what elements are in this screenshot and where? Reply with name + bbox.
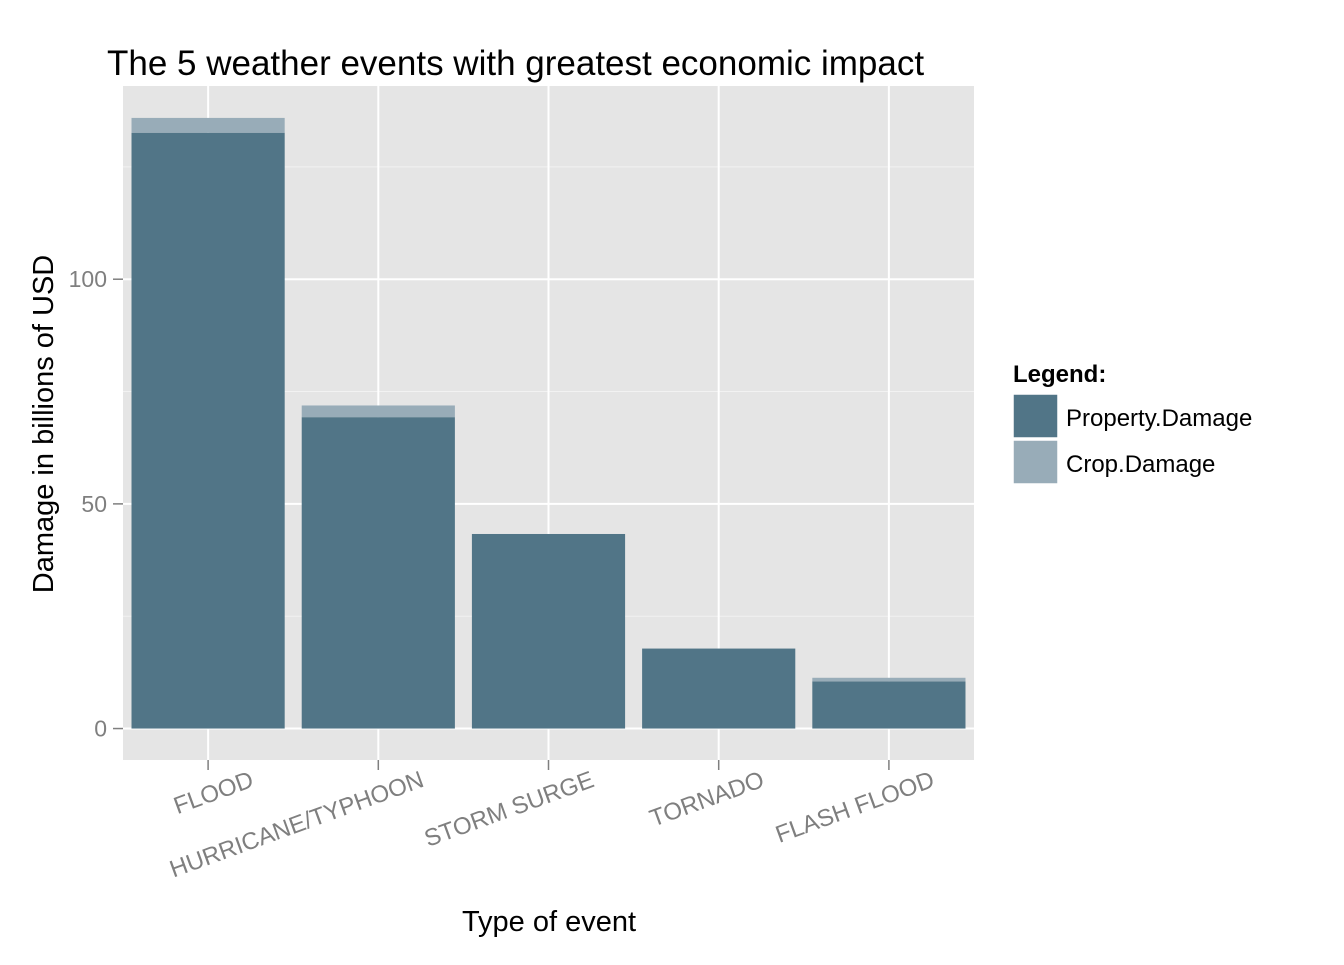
x-tick-label: STORM SURGE: [421, 766, 598, 852]
x-tick-label: FLASH FLOOD: [772, 766, 938, 848]
legend-label-property-damage: Property.Damage: [1066, 405, 1252, 432]
x-tick-label: TORNADO: [646, 766, 768, 832]
y-axis-title: Damage in billions of USD: [28, 255, 60, 593]
bar-crop-damage-0: [131, 117, 285, 133]
y-tick-label: 0: [94, 716, 107, 742]
bar-property-damage-1: [301, 417, 455, 729]
bar-property-damage-3: [642, 648, 796, 729]
bar-property-damage-4: [812, 681, 966, 729]
x-axis-title: Type of event: [462, 906, 636, 938]
bar-crop-damage-1: [301, 405, 455, 418]
legend: Legend: Property.Damage Crop.Damage: [1012, 361, 1252, 485]
chart-title: The 5 weather events with greatest econo…: [107, 44, 924, 83]
legend-key-property-damage: [1012, 393, 1059, 439]
legend-label-crop-damage: Crop.Damage: [1066, 451, 1215, 478]
legend-key-crop-damage: [1012, 439, 1059, 485]
bars-group: [131, 117, 966, 729]
legend-title: Legend:: [1013, 361, 1106, 388]
y-tick-label: 50: [81, 491, 107, 517]
x-tick-label: FLOOD: [170, 766, 257, 820]
bar-property-damage-2: [471, 533, 626, 729]
bar-crop-damage-4: [812, 677, 966, 682]
y-axis: 0 50 100: [69, 266, 123, 742]
bar-property-damage-0: [131, 132, 285, 729]
y-tick-label: 100: [69, 266, 107, 292]
